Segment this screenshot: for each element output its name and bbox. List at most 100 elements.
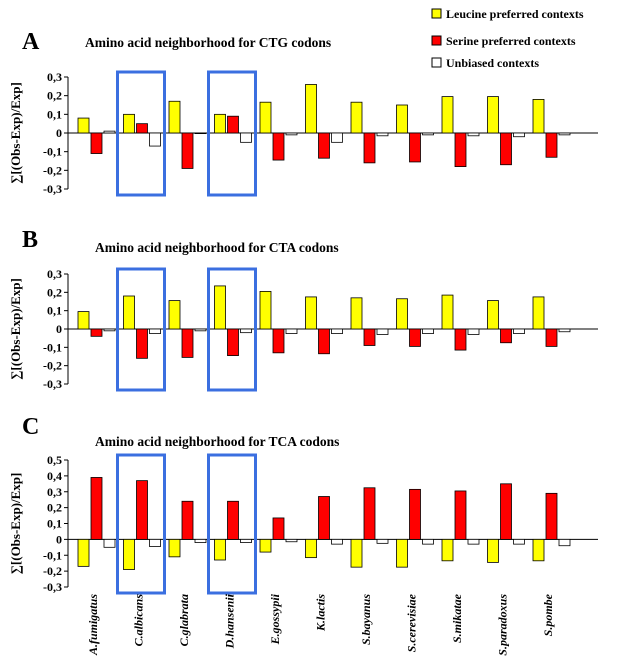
species-label: C.albicans	[132, 594, 146, 647]
bar-unbiased	[149, 132, 161, 147]
y-tick-label: -0,1	[43, 340, 62, 354]
bar-serine	[90, 132, 103, 154]
y-axis-label: ∑[(Obs-Exp)/Exp]	[8, 473, 23, 575]
highlight-box	[207, 453, 257, 595]
bar-leucine	[123, 113, 135, 134]
bar-serine	[272, 517, 285, 540]
bar-unbiased	[558, 328, 571, 333]
bar-leucine	[532, 296, 545, 330]
bar-leucine	[487, 538, 499, 563]
y-tick-label: 0,4	[47, 469, 62, 483]
bar-leucine	[350, 297, 363, 330]
bar-serine	[136, 123, 148, 134]
bar-unbiased	[331, 538, 343, 545]
highlight-box	[207, 267, 257, 392]
bar-leucine	[441, 96, 454, 134]
panel-A: A Amino acid neighborhood for CTG codons ∑…	[8, 29, 598, 197]
bar-leucine	[168, 100, 181, 134]
y-tick-label: -0,3	[43, 580, 62, 594]
legend: Leucine preferred contexts Serine preferr…	[431, 7, 584, 70]
bar-leucine	[441, 294, 454, 330]
bar-serine	[363, 487, 376, 540]
bar-leucine	[532, 99, 545, 134]
species-label: E.gossypii	[268, 593, 282, 645]
bar-serine	[318, 496, 330, 540]
highlight-box	[116, 267, 166, 392]
bar-serine	[363, 132, 376, 164]
bar-serine	[136, 480, 148, 540]
bar-serine	[318, 132, 330, 159]
bar-unbiased	[285, 538, 298, 543]
bar-unbiased	[467, 538, 480, 545]
bar-leucine	[77, 311, 90, 330]
bar-serine	[454, 490, 467, 540]
bar-leucine	[214, 113, 226, 134]
bar-serine	[181, 500, 194, 540]
bar-leucine	[396, 298, 408, 330]
bar-unbiased	[103, 538, 116, 548]
bar-serine	[227, 115, 239, 134]
bar-leucine	[396, 104, 408, 134]
y-tick-label: 0	[56, 322, 62, 336]
bar-serine	[500, 483, 512, 540]
panel-title: Amino acid neighborhood for CTA codons	[95, 240, 339, 255]
bar-unbiased	[331, 132, 343, 143]
bar-leucine	[396, 538, 408, 568]
bar-unbiased	[376, 328, 389, 335]
bar-serine	[500, 328, 512, 344]
y-tick-label: 0,3	[47, 70, 62, 84]
legend-swatch-1	[431, 35, 442, 46]
legend-swatch-2	[431, 57, 442, 68]
bar-serine	[545, 132, 558, 158]
bar-unbiased	[240, 132, 252, 143]
bar-leucine	[487, 300, 499, 330]
bar-leucine	[305, 296, 317, 330]
bar-unbiased	[331, 328, 343, 334]
species-label: C.glabrata	[177, 594, 191, 646]
bar-unbiased	[376, 538, 389, 544]
panel-letter: B	[22, 227, 38, 253]
highlight-box	[116, 70, 166, 197]
bar-leucine	[77, 117, 90, 134]
bar-leucine	[259, 101, 272, 134]
bar-serine	[227, 328, 239, 356]
bar-leucine	[168, 300, 181, 330]
bar-serine	[136, 328, 148, 359]
highlight-box	[116, 453, 166, 595]
y-tick-label: 0,2	[47, 285, 62, 299]
highlight-box	[207, 70, 257, 197]
legend-label-0: Leucine preferred contexts	[446, 7, 584, 21]
panel-C: C Amino acid neighborhood for TCA codons ∑…	[8, 414, 598, 595]
bar-leucine	[305, 538, 317, 559]
bar-serine	[545, 328, 558, 347]
species-axis-labels: A.fumigatus C.albicans C.glabrata D.hanseni…	[86, 593, 555, 656]
panel-title: Amino acid neighborhood for TCA codons	[95, 434, 339, 449]
y-tick-label: 0,2	[47, 501, 62, 515]
legend-swatch-0	[431, 8, 442, 19]
bar-leucine	[350, 538, 363, 568]
bar-serine	[454, 132, 467, 167]
bar-leucine	[214, 285, 226, 330]
bar-unbiased	[467, 328, 480, 335]
y-tick-label: 0	[56, 532, 62, 546]
bar-leucine	[214, 538, 226, 561]
bar-unbiased	[422, 328, 434, 334]
bar-serine	[181, 328, 194, 358]
y-axis-label: ∑[(Obs-Exp)/Exp]	[8, 82, 23, 184]
bar-serine	[181, 132, 194, 169]
bar-unbiased	[194, 538, 207, 543]
bar-serine	[454, 328, 467, 351]
y-tick-label: 0,3	[47, 267, 62, 281]
species-label: S.mikatae	[450, 593, 464, 643]
bar-serine	[409, 132, 421, 163]
bar-serine	[90, 328, 103, 337]
y-tick-label: 0,5	[47, 453, 62, 467]
species-label: A.fumigatus	[86, 594, 100, 656]
bar-leucine	[441, 538, 454, 562]
bar-leucine	[350, 101, 363, 134]
y-tick-label: 0,1	[47, 304, 62, 318]
bar-serine	[272, 132, 285, 161]
y-tick-label: -0,1	[43, 548, 62, 562]
bar-serine	[90, 477, 103, 540]
bar-leucine	[487, 96, 499, 134]
